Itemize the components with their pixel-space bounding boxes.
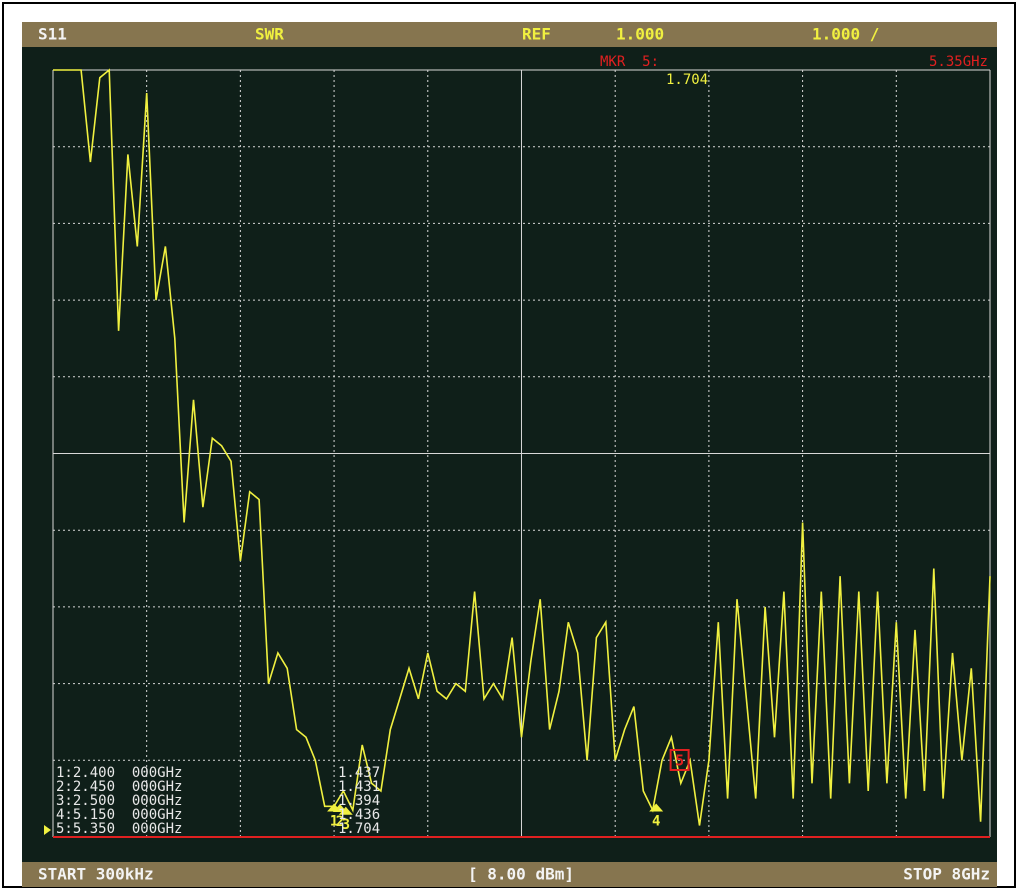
param: S11 xyxy=(38,25,67,44)
marker-list-label: 1:2.400 000GHz xyxy=(56,765,182,781)
screen xyxy=(22,22,997,887)
power: [ 8.00 dBm] xyxy=(468,865,574,884)
ref-label: REF xyxy=(522,25,551,44)
marker-list-value: 1.437 xyxy=(338,765,380,781)
marker-list-value: 1.704 xyxy=(338,821,380,837)
marker-list-value: 1.436 xyxy=(338,807,380,823)
scale: 1.000 / xyxy=(812,25,879,44)
marker-list-value: 1.394 xyxy=(338,793,380,809)
marker xyxy=(338,806,353,815)
marker xyxy=(649,803,664,812)
plot: 1 1:2.400 000GHz 1.437 2 2:2.450 000GHz 1.431… xyxy=(52,68,991,838)
marker-list-label: 2:2.450 000GHz xyxy=(56,779,182,795)
marker-list-label: 4:5.150 000GHz xyxy=(56,807,182,823)
marker-list-label: 5:5.350 000GHz xyxy=(56,821,182,837)
stop: STOP 8GHz xyxy=(903,865,990,884)
marker-freq: 5.35GHz xyxy=(929,54,988,70)
footer-bar xyxy=(22,862,997,887)
marker-id: 2 xyxy=(336,814,344,830)
trace xyxy=(53,68,991,826)
marker-id: 5 xyxy=(675,752,684,770)
marker-value: 1.704 xyxy=(666,72,708,88)
marker-list-label: 3:2.500 000GHz xyxy=(56,793,182,809)
active-marker xyxy=(669,749,690,772)
marker-id: 1 xyxy=(330,813,338,829)
header-bar xyxy=(22,22,997,47)
start: START 300kHz xyxy=(38,865,154,884)
ref-pointer xyxy=(44,825,51,835)
marker-list-value: 1.431 xyxy=(338,779,380,795)
marker-id: 3 xyxy=(342,817,350,833)
ref-value: 1.000 xyxy=(616,25,664,44)
marker-id: 4 xyxy=(652,814,660,830)
format: SWR xyxy=(255,25,284,44)
marker-title: MKR 5: xyxy=(600,54,659,70)
